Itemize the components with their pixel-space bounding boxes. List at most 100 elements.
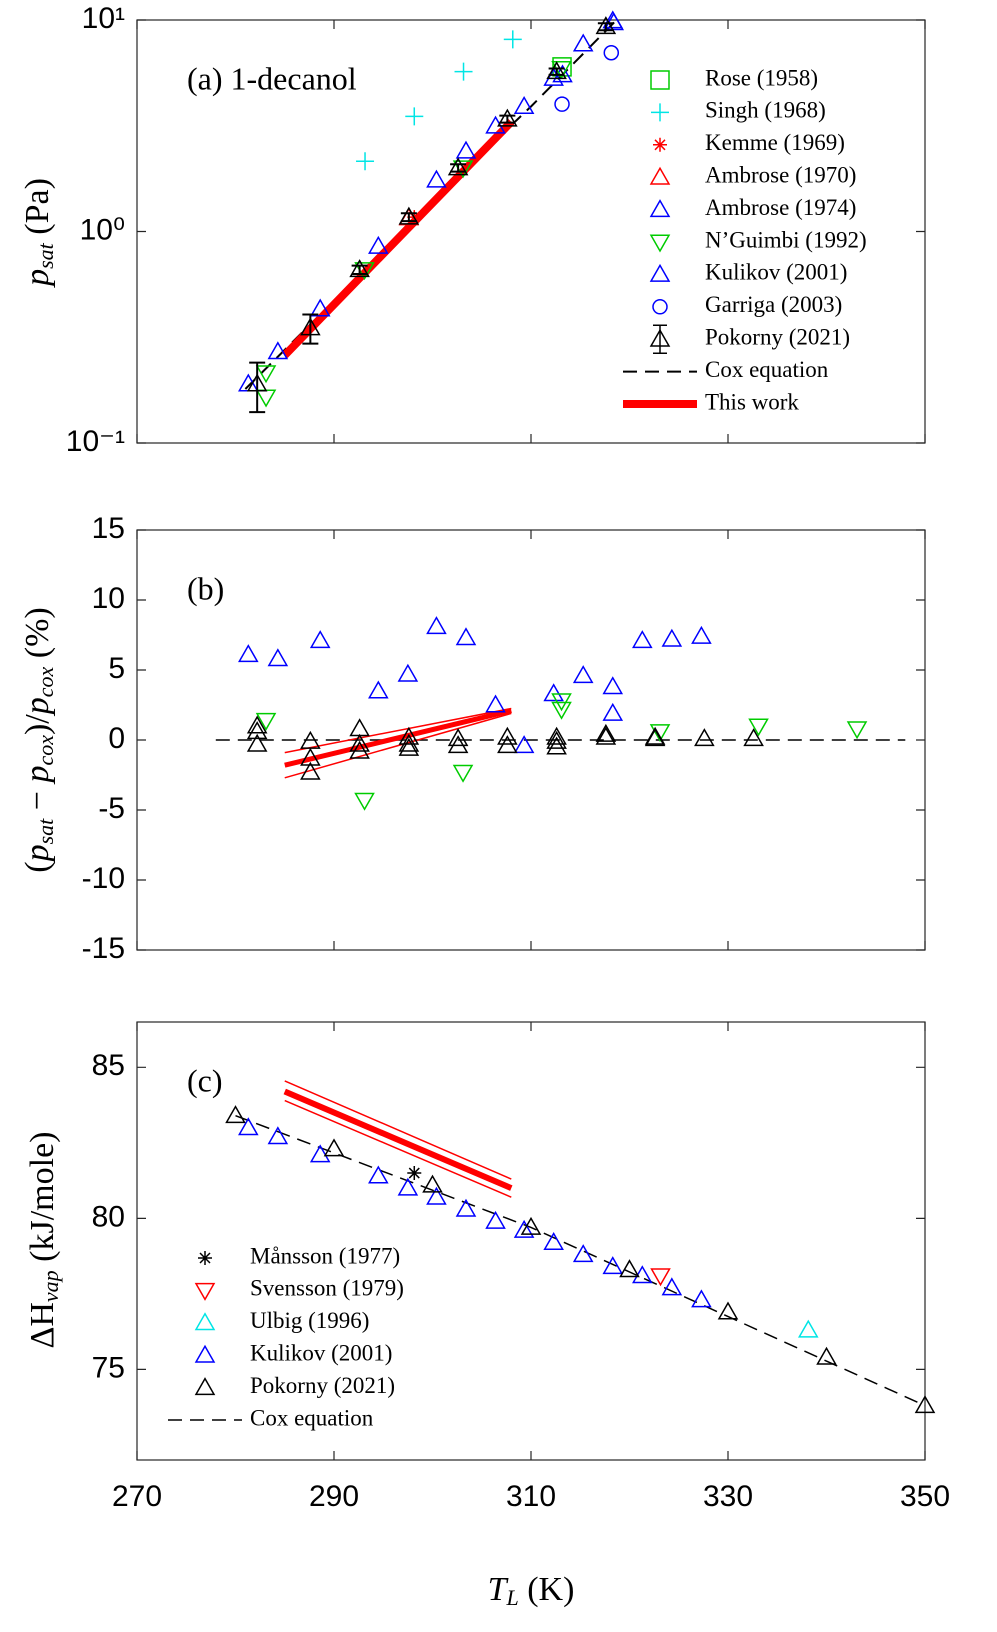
y-axis-label: ΔHvap (kJ/mole) bbox=[24, 1132, 63, 1349]
legend-swatch bbox=[653, 324, 667, 354]
marker bbox=[300, 317, 321, 336]
y-tick-label: 10¹ bbox=[82, 2, 125, 35]
marker bbox=[225, 1105, 246, 1124]
legend-swatch bbox=[194, 1282, 216, 1301]
marker bbox=[349, 259, 370, 278]
marker bbox=[543, 1231, 564, 1251]
marker bbox=[649, 724, 671, 743]
line bbox=[284, 707, 512, 754]
legend-label: Cox equation bbox=[705, 357, 829, 382]
marker bbox=[572, 1244, 594, 1263]
y-tick-label: 80 bbox=[92, 1200, 125, 1233]
marker bbox=[816, 1346, 837, 1365]
marker bbox=[452, 764, 474, 783]
legend-swatch bbox=[649, 263, 671, 282]
marker bbox=[267, 648, 289, 667]
marker bbox=[397, 663, 419, 682]
line bbox=[284, 1080, 512, 1180]
marker bbox=[246, 721, 268, 740]
marker bbox=[748, 718, 769, 737]
legend-label: Ulbig (1996) bbox=[250, 1308, 369, 1333]
marker bbox=[602, 676, 624, 695]
legend-label: N’Guimbi (1992) bbox=[705, 227, 867, 252]
marker bbox=[513, 1219, 535, 1238]
marker bbox=[309, 630, 331, 649]
y-tick-label: 0 bbox=[108, 722, 125, 755]
marker bbox=[447, 735, 469, 754]
marker bbox=[694, 728, 715, 747]
marker bbox=[497, 735, 518, 754]
marker bbox=[454, 62, 473, 81]
y-tick-label: 85 bbox=[92, 1049, 125, 1082]
marker bbox=[595, 723, 617, 742]
marker bbox=[422, 1174, 443, 1193]
marker bbox=[455, 627, 477, 646]
line bbox=[284, 708, 512, 768]
marker bbox=[691, 1289, 712, 1308]
panel-annotation: (c) bbox=[187, 1062, 223, 1098]
marker bbox=[513, 735, 535, 754]
marker bbox=[309, 1144, 331, 1163]
legend-swatch bbox=[651, 103, 669, 122]
y-tick-label: 75 bbox=[92, 1351, 125, 1384]
x-tick-label: 290 bbox=[309, 1480, 359, 1513]
legend-label: Svensson (1979) bbox=[250, 1276, 404, 1301]
marker bbox=[520, 1216, 542, 1235]
marker bbox=[354, 792, 375, 811]
marker bbox=[368, 1165, 389, 1184]
y-axis-label: psat (Pa) bbox=[19, 178, 58, 288]
x-tick-label: 310 bbox=[506, 1480, 556, 1513]
marker bbox=[255, 712, 277, 731]
marker bbox=[349, 718, 370, 737]
marker bbox=[368, 680, 389, 699]
legend-swatch bbox=[194, 1312, 216, 1331]
marker bbox=[300, 747, 321, 766]
legend-label: Pokorny (2021) bbox=[250, 1373, 395, 1398]
marker bbox=[238, 1117, 259, 1136]
x-tick-label: 330 bbox=[703, 1480, 753, 1513]
marker bbox=[595, 16, 617, 35]
marker bbox=[349, 740, 370, 759]
marker bbox=[552, 64, 573, 83]
marker bbox=[602, 1256, 624, 1275]
marker bbox=[644, 728, 666, 747]
marker bbox=[398, 737, 420, 756]
marker bbox=[267, 1126, 289, 1145]
legend-label: Ambrose (1974) bbox=[705, 195, 856, 220]
marker bbox=[914, 1395, 936, 1414]
marker bbox=[309, 298, 331, 317]
marker bbox=[717, 1301, 739, 1320]
y-tick-label: -5 bbox=[98, 792, 125, 825]
legend-swatch bbox=[194, 1377, 216, 1396]
legend-label: Månsson (1977) bbox=[250, 1243, 400, 1268]
marker bbox=[743, 728, 764, 747]
marker bbox=[238, 373, 259, 392]
legend-label: Cox equation bbox=[250, 1405, 374, 1430]
y-tick-label: -10 bbox=[82, 862, 125, 895]
marker bbox=[300, 761, 321, 780]
marker bbox=[661, 628, 683, 647]
legend-label: Pokorny (2021) bbox=[705, 324, 850, 349]
legend-swatch bbox=[198, 1251, 212, 1265]
y-axis-label: (psat − pcox)/pcox (%) bbox=[19, 607, 58, 873]
marker bbox=[503, 30, 522, 49]
legend-label: Singh (1968) bbox=[705, 98, 826, 123]
marker bbox=[497, 726, 518, 745]
y-tick-label: 10⁰ bbox=[80, 213, 125, 246]
marker bbox=[447, 728, 469, 747]
legend-label: Garriga (2003) bbox=[705, 292, 842, 317]
marker bbox=[426, 1186, 447, 1205]
error-bar bbox=[351, 264, 368, 275]
marker bbox=[267, 341, 289, 360]
marker bbox=[797, 1319, 819, 1338]
error-bar bbox=[450, 163, 467, 173]
panel-annotation: (b) bbox=[187, 570, 224, 606]
marker bbox=[485, 1210, 506, 1229]
line bbox=[284, 712, 512, 779]
legend-label: Kemme (1969) bbox=[705, 130, 845, 155]
marker bbox=[407, 1166, 422, 1181]
marker bbox=[455, 1198, 477, 1217]
marker bbox=[426, 169, 447, 188]
y-tick-label: 10⁻¹ bbox=[66, 425, 125, 458]
